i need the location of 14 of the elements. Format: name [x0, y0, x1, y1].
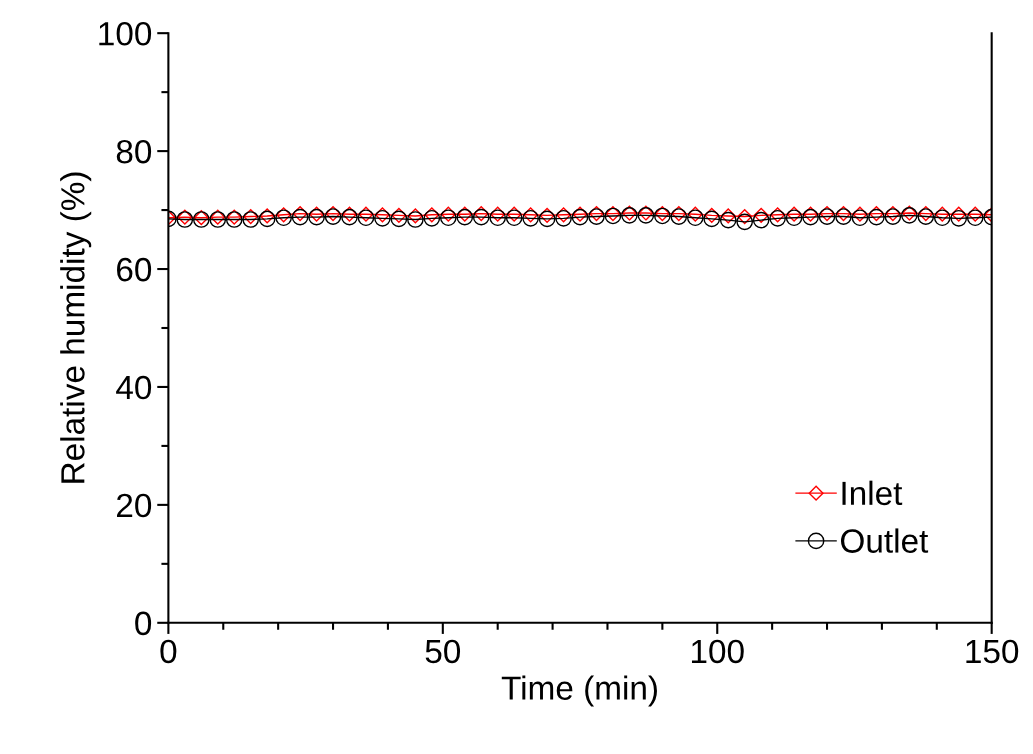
legend-label: Outlet — [841, 528, 929, 553]
y-tick-label: 80 — [116, 139, 152, 164]
x-tick-label: 50 — [425, 639, 461, 664]
x-axis-title: Time (min) — [501, 675, 657, 707]
y-axis-title: Relative humidity (%) — [60, 172, 92, 483]
y-tick-label: 60 — [117, 257, 152, 282]
x-tick-label: 100 — [691, 639, 744, 664]
y-tick-label: 40 — [116, 375, 152, 400]
x-tick-label: 150 — [966, 639, 1019, 664]
y-tick-label: 0 — [135, 611, 152, 636]
y-tick-label: 100 — [99, 21, 152, 46]
legend-label: Inlet — [842, 480, 903, 506]
y-tick-label: 20 — [117, 493, 152, 518]
x-tick-label: 0 — [160, 639, 177, 664]
